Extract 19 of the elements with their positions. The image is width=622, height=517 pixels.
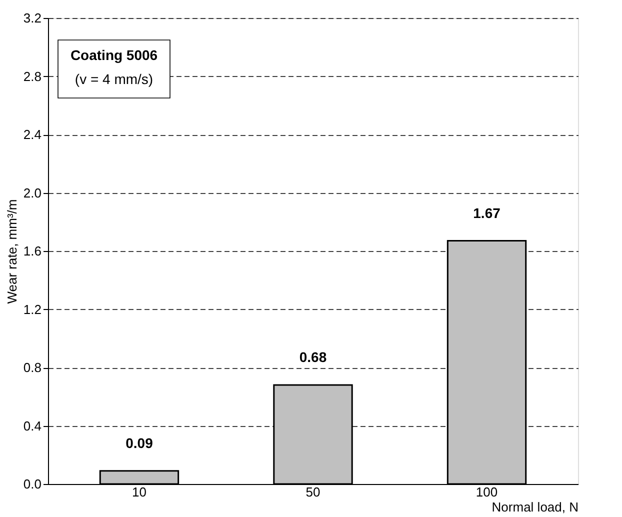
x-tick-label: 100 — [476, 484, 498, 500]
x-axis-title: Normal load, N — [492, 500, 578, 514]
annotation: (v = 4 mm/s) — [74, 71, 154, 87]
y-tick-label: 1.2 — [23, 302, 42, 317]
y-tick-label: 1.6 — [23, 244, 42, 258]
y-axis-title: Wear rate, mm³/m — [4, 199, 20, 304]
annotation: Coating 5006 — [70, 47, 158, 63]
y-tick-label: 2.8 — [23, 68, 42, 84]
x-tick-label: 50 — [306, 484, 320, 500]
y-tick-label: 0.4 — [23, 418, 42, 434]
y-tick-label: 0.0 — [23, 476, 42, 492]
y-tick-label: 2.0 — [23, 185, 42, 200]
data-label: 0.68 — [299, 348, 327, 365]
data-label: 0.09 — [126, 434, 154, 451]
x-tick-label: 10 — [132, 484, 146, 500]
y-tick-label: 0.8 — [23, 360, 42, 375]
y-tick-label: 3.2 — [23, 10, 42, 26]
data-label: 1.67 — [473, 204, 501, 221]
y-tick-label: 2.4 — [23, 127, 42, 142]
